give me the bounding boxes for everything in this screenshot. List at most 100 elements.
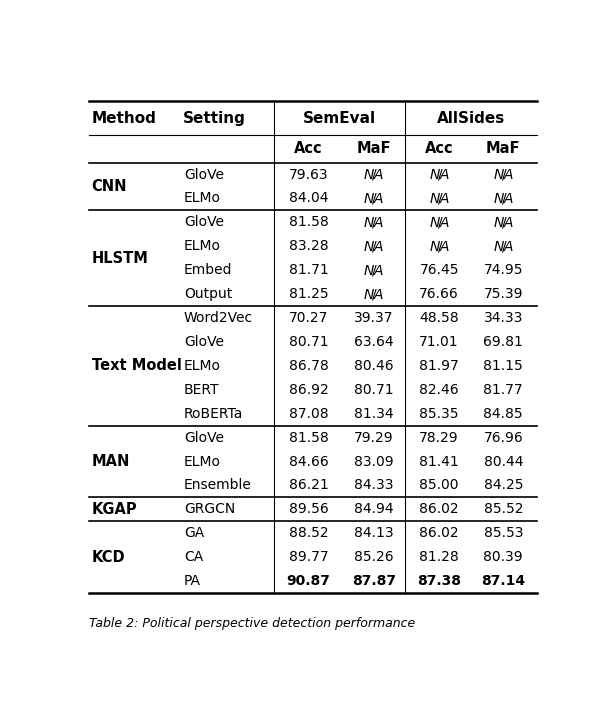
Text: 84.04: 84.04 bbox=[289, 192, 328, 205]
Text: Output: Output bbox=[184, 287, 232, 301]
Text: 80.71: 80.71 bbox=[289, 335, 328, 349]
Text: Text Model: Text Model bbox=[92, 359, 181, 373]
Text: CA: CA bbox=[184, 550, 203, 564]
Text: Embed: Embed bbox=[184, 264, 232, 277]
Text: $N\!/\!A$: $N\!/\!A$ bbox=[429, 191, 450, 206]
Text: RoBERTa: RoBERTa bbox=[184, 407, 243, 420]
Text: 89.56: 89.56 bbox=[288, 502, 329, 516]
Text: 83.09: 83.09 bbox=[354, 454, 394, 468]
Text: 90.87: 90.87 bbox=[287, 574, 330, 588]
Text: 81.71: 81.71 bbox=[288, 264, 329, 277]
Text: $N\!/\!A$: $N\!/\!A$ bbox=[493, 239, 514, 254]
Text: 76.96: 76.96 bbox=[483, 431, 523, 444]
Text: 84.13: 84.13 bbox=[354, 526, 394, 540]
Text: 34.33: 34.33 bbox=[483, 311, 523, 325]
Text: 48.58: 48.58 bbox=[420, 311, 459, 325]
Text: 79.29: 79.29 bbox=[354, 431, 394, 444]
Text: $N\!/\!A$: $N\!/\!A$ bbox=[493, 215, 514, 230]
Text: 81.15: 81.15 bbox=[483, 359, 523, 373]
Text: $N\!/\!A$: $N\!/\!A$ bbox=[363, 167, 385, 182]
Text: HLSTM: HLSTM bbox=[92, 250, 149, 266]
Text: $N\!/\!A$: $N\!/\!A$ bbox=[363, 191, 385, 206]
Text: 84.33: 84.33 bbox=[354, 478, 394, 492]
Text: GloVe: GloVe bbox=[184, 335, 224, 349]
Text: Method: Method bbox=[92, 110, 157, 126]
Text: Table 2: Political perspective detection performance: Table 2: Political perspective detection… bbox=[89, 617, 415, 630]
Text: Word2Vec: Word2Vec bbox=[184, 311, 253, 325]
Text: Ensemble: Ensemble bbox=[184, 478, 252, 492]
Text: 85.26: 85.26 bbox=[354, 550, 394, 564]
Text: 81.41: 81.41 bbox=[419, 454, 459, 468]
Text: ELMo: ELMo bbox=[184, 454, 221, 468]
Text: 81.58: 81.58 bbox=[288, 431, 329, 444]
Text: 81.97: 81.97 bbox=[419, 359, 459, 373]
Text: SemEval: SemEval bbox=[303, 110, 376, 126]
Text: $N\!/\!A$: $N\!/\!A$ bbox=[363, 239, 385, 254]
Text: MaF: MaF bbox=[486, 142, 521, 156]
Text: 87.38: 87.38 bbox=[417, 574, 461, 588]
Text: 86.78: 86.78 bbox=[288, 359, 329, 373]
Text: KGAP: KGAP bbox=[92, 502, 137, 517]
Text: Acc: Acc bbox=[294, 142, 323, 156]
Text: 87.87: 87.87 bbox=[352, 574, 396, 588]
Text: $N\!/\!A$: $N\!/\!A$ bbox=[363, 263, 385, 278]
Text: GloVe: GloVe bbox=[184, 216, 224, 229]
Text: AllSides: AllSides bbox=[437, 110, 505, 126]
Text: 80.46: 80.46 bbox=[354, 359, 394, 373]
Text: 89.77: 89.77 bbox=[289, 550, 328, 564]
Text: 87.08: 87.08 bbox=[289, 407, 328, 420]
Text: 69.81: 69.81 bbox=[483, 335, 523, 349]
Text: GA: GA bbox=[184, 526, 204, 540]
Text: MaF: MaF bbox=[356, 142, 391, 156]
Text: 85.53: 85.53 bbox=[483, 526, 523, 540]
Text: $N\!/\!A$: $N\!/\!A$ bbox=[493, 167, 514, 182]
Text: 63.64: 63.64 bbox=[354, 335, 394, 349]
Text: 84.94: 84.94 bbox=[354, 502, 394, 516]
Text: 85.00: 85.00 bbox=[420, 478, 459, 492]
Text: 86.92: 86.92 bbox=[288, 383, 329, 397]
Text: 84.66: 84.66 bbox=[288, 454, 329, 468]
Text: 80.39: 80.39 bbox=[483, 550, 523, 564]
Text: Setting: Setting bbox=[182, 110, 246, 126]
Text: 81.25: 81.25 bbox=[289, 287, 328, 301]
Text: GRGCN: GRGCN bbox=[184, 502, 235, 516]
Text: 85.35: 85.35 bbox=[420, 407, 459, 420]
Text: 81.58: 81.58 bbox=[288, 216, 329, 229]
Text: KCD: KCD bbox=[92, 550, 125, 565]
Text: 86.02: 86.02 bbox=[420, 502, 459, 516]
Text: 76.66: 76.66 bbox=[419, 287, 459, 301]
Text: ELMo: ELMo bbox=[184, 240, 221, 253]
Text: 81.28: 81.28 bbox=[419, 550, 459, 564]
Text: 80.71: 80.71 bbox=[354, 383, 394, 397]
Text: $N\!/\!A$: $N\!/\!A$ bbox=[493, 191, 514, 206]
Text: $N\!/\!A$: $N\!/\!A$ bbox=[429, 239, 450, 254]
Text: 88.52: 88.52 bbox=[289, 526, 328, 540]
Text: 85.52: 85.52 bbox=[483, 502, 523, 516]
Text: 87.14: 87.14 bbox=[481, 574, 526, 588]
Text: GloVe: GloVe bbox=[184, 168, 224, 182]
Text: ELMo: ELMo bbox=[184, 359, 221, 373]
Text: PA: PA bbox=[184, 574, 201, 588]
Text: 84.85: 84.85 bbox=[483, 407, 523, 420]
Text: 71.01: 71.01 bbox=[420, 335, 459, 349]
Text: MAN: MAN bbox=[92, 454, 130, 469]
Text: 81.77: 81.77 bbox=[483, 383, 523, 397]
Text: 82.46: 82.46 bbox=[420, 383, 459, 397]
Text: 79.63: 79.63 bbox=[289, 168, 328, 182]
Text: 84.25: 84.25 bbox=[483, 478, 523, 492]
Text: $N\!/\!A$: $N\!/\!A$ bbox=[429, 215, 450, 230]
Text: 78.29: 78.29 bbox=[420, 431, 459, 444]
Text: $N\!/\!A$: $N\!/\!A$ bbox=[363, 215, 385, 230]
Text: 86.02: 86.02 bbox=[420, 526, 459, 540]
Text: ELMo: ELMo bbox=[184, 192, 221, 205]
Text: BERT: BERT bbox=[184, 383, 220, 397]
Text: 75.39: 75.39 bbox=[483, 287, 523, 301]
Text: Acc: Acc bbox=[425, 142, 453, 156]
Text: 74.95: 74.95 bbox=[483, 264, 523, 277]
Text: 80.44: 80.44 bbox=[483, 454, 523, 468]
Text: 81.34: 81.34 bbox=[354, 407, 394, 420]
Text: CNN: CNN bbox=[92, 179, 127, 194]
Text: 70.27: 70.27 bbox=[289, 311, 328, 325]
Text: $N\!/\!A$: $N\!/\!A$ bbox=[363, 287, 385, 301]
Text: 83.28: 83.28 bbox=[289, 240, 328, 253]
